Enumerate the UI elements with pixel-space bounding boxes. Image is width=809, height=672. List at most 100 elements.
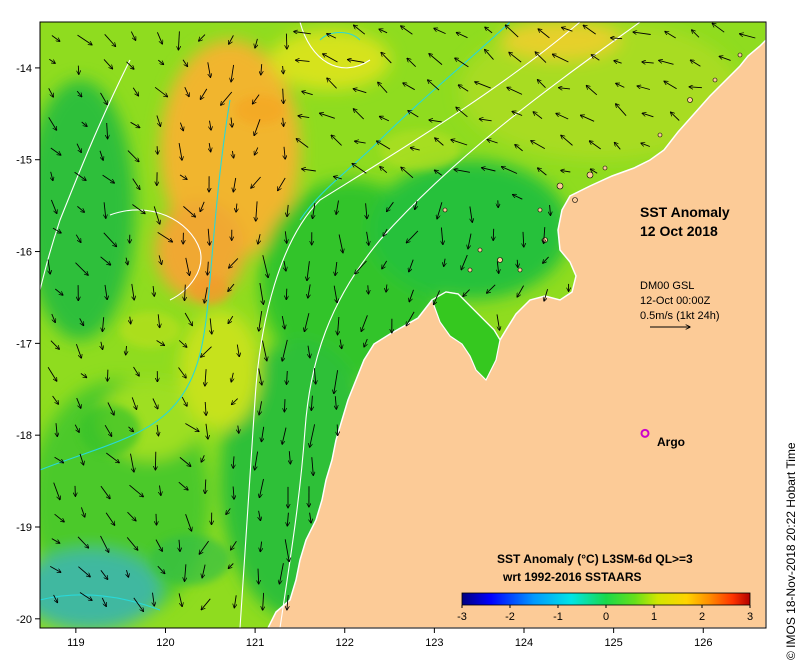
current-arrow [107, 369, 108, 382]
current-arrow [354, 25, 366, 35]
colorbar-ticks: -3 -2 -1 0 1 2 3 [457, 605, 753, 623]
current-arrow [104, 34, 116, 46]
current-arrow [637, 86, 651, 90]
current-arrow [199, 540, 209, 554]
current-arrow [283, 65, 284, 74]
current-arrow [182, 59, 188, 67]
current-arrow [331, 135, 342, 146]
current-arrow [205, 401, 206, 415]
current-arrow [51, 313, 56, 323]
current-arrow [407, 58, 417, 68]
current-arrow [409, 289, 414, 302]
current-arrow [156, 340, 165, 346]
colorbar [461, 592, 751, 606]
current-arrow [256, 201, 257, 221]
current-arrow [185, 514, 192, 531]
current-arrow [515, 145, 523, 152]
current-arrow [441, 227, 443, 245]
current-arrow [455, 58, 469, 68]
current-arrow [154, 86, 168, 97]
current-arrow [434, 290, 441, 305]
current-arrow [287, 512, 288, 526]
current-arrow [132, 87, 138, 96]
x-tick-label: 123 [425, 637, 443, 649]
current-arrow [184, 312, 192, 326]
colorbar-tick-label: -2 [505, 611, 515, 623]
small-scale-texture [80, 95, 460, 585]
current-arrow [308, 284, 310, 298]
current-arrow [179, 174, 187, 180]
current-arrow [156, 115, 161, 127]
current-arrow [48, 259, 50, 275]
current-arrow [205, 479, 206, 494]
y-tick-label: -16 [16, 247, 32, 259]
current-arrow [284, 146, 285, 159]
current-arrow [468, 233, 472, 249]
current-time-label: 12-Oct 00:00Z [640, 295, 711, 307]
current-arrow [496, 314, 500, 330]
current-arrow [659, 60, 674, 65]
current-arrow [157, 424, 158, 436]
current-arrow [201, 455, 204, 462]
current-arrow [50, 199, 56, 214]
current-arrow [75, 262, 89, 276]
current-arrow [313, 202, 316, 219]
current-arrow [258, 234, 260, 244]
current-arrow [401, 26, 413, 35]
current-arrow [200, 88, 208, 100]
current-arrow [665, 31, 676, 39]
current-arrow [102, 174, 115, 183]
current-arrow [284, 539, 289, 562]
current-arrow [54, 456, 64, 463]
current-arrow [152, 398, 158, 409]
current-arrow [178, 143, 182, 160]
current-arrow [76, 143, 81, 153]
current-arrow [311, 395, 312, 411]
current-arrow [434, 28, 446, 35]
current-arrow [231, 64, 235, 82]
copyright-credit: © IMOS 18-Nov-2018 20:22 Hobart Time [784, 442, 798, 660]
current-arrow [126, 61, 135, 69]
current-arrow [562, 27, 573, 32]
argo-float-marker[interactable]: Argo [640, 428, 686, 449]
current-arrow [740, 34, 756, 39]
current-arrow [482, 168, 496, 172]
current-arrow [287, 370, 288, 384]
current-arrow [259, 478, 264, 498]
coastal-islands [442, 52, 743, 273]
current-arrow [231, 372, 233, 382]
current-arrow [340, 339, 342, 349]
current-arrow [181, 396, 187, 406]
current-arrow [282, 427, 287, 445]
current-arrow [132, 204, 145, 214]
current-arrow [320, 113, 335, 119]
current-arrow [156, 513, 157, 525]
current-arrow [523, 231, 524, 247]
current-arrow [544, 227, 545, 244]
current-arrow [386, 284, 387, 293]
current-arrow [590, 169, 598, 174]
current-arrow [131, 397, 136, 409]
current-arrow [127, 569, 129, 577]
current-arrow [364, 338, 368, 347]
current-arrow [133, 366, 140, 376]
current-arrow [517, 259, 518, 268]
colorbar-tick-label: 2 [699, 611, 705, 623]
current-arrow [458, 85, 469, 92]
current-arrow [429, 54, 443, 65]
current-arrow [156, 32, 162, 44]
x-tick-label: 121 [246, 637, 264, 649]
current-arrow [497, 261, 498, 273]
current-arrow [552, 54, 569, 63]
current-arrow [314, 368, 315, 384]
current-arrow [160, 485, 161, 496]
current-arrow [302, 169, 316, 171]
current-arrow [456, 107, 468, 118]
sst-anomaly-field [40, 22, 740, 628]
current-arrow [642, 62, 654, 63]
current-arrow [589, 141, 601, 150]
current-arrow [233, 177, 235, 192]
current-arrow [263, 592, 264, 610]
current-arrow [451, 140, 468, 146]
x-tick-label: 119 [67, 637, 85, 649]
